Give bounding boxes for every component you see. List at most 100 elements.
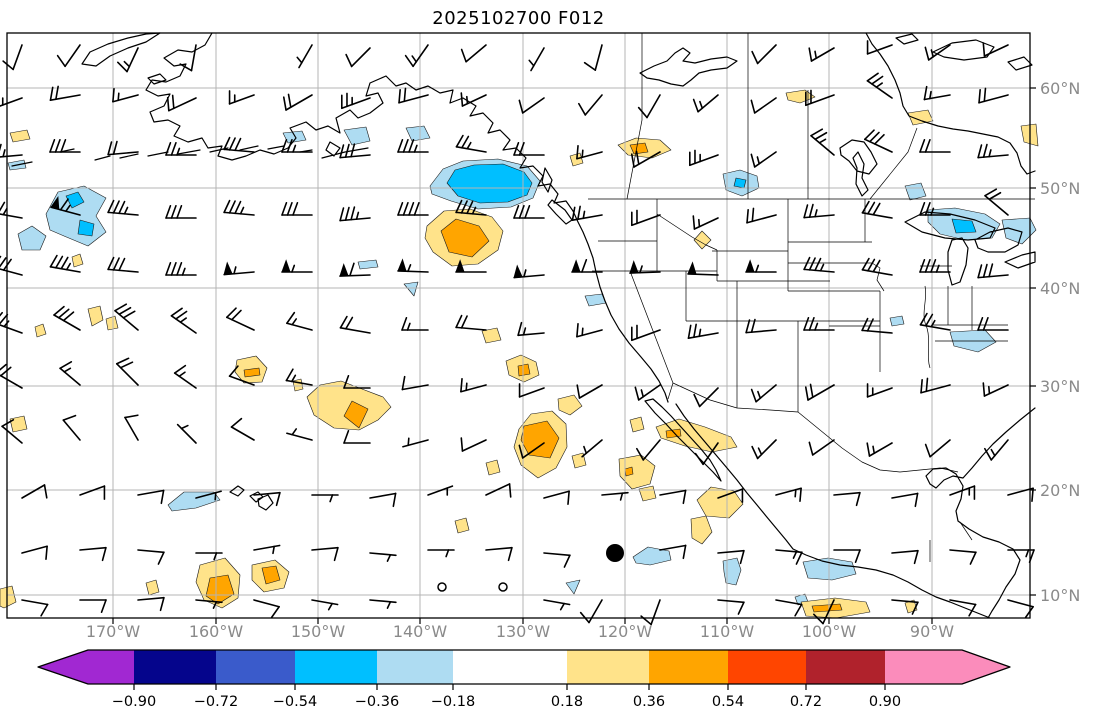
shaded-region-or xyxy=(343,400,369,429)
barb-full xyxy=(692,215,696,230)
barb-half xyxy=(411,55,418,63)
barb-staff xyxy=(286,432,313,441)
shaded-region-or xyxy=(440,218,490,258)
barb-full xyxy=(873,133,885,145)
map-border xyxy=(6,32,1031,619)
wind-barb xyxy=(659,489,687,505)
barb-full xyxy=(43,484,48,499)
shaded-region-lb xyxy=(343,126,371,146)
barb-staff xyxy=(811,439,835,456)
barb-full xyxy=(872,259,881,273)
y-tick-label: 30°N xyxy=(1040,377,1080,396)
barb-staff xyxy=(977,154,1009,159)
barb-half xyxy=(296,56,303,64)
barb-staff xyxy=(746,214,777,224)
barb-full xyxy=(866,442,871,457)
wind-barb xyxy=(311,599,339,611)
barb-half xyxy=(466,95,469,105)
barb-half xyxy=(755,264,760,273)
barb-full xyxy=(799,487,802,503)
barb-half xyxy=(792,550,798,559)
barb-half xyxy=(239,206,245,215)
barb-half xyxy=(2,207,8,216)
wind-barb xyxy=(924,44,951,61)
barb-full xyxy=(292,201,299,216)
shaded-region-or xyxy=(243,367,261,378)
colorbar-segment xyxy=(649,650,728,684)
barb-half xyxy=(65,204,71,213)
great-slave-lake xyxy=(639,47,738,87)
x-tick-label: 90°W xyxy=(910,622,954,641)
great-lakes xyxy=(904,211,1036,286)
wind-barb xyxy=(228,90,255,105)
barb-full xyxy=(54,138,61,153)
barb-full xyxy=(460,48,467,63)
pacific-islands xyxy=(229,167,573,511)
wind-barb xyxy=(339,143,371,159)
barb-staff xyxy=(461,94,487,107)
barb-full xyxy=(228,137,236,151)
colorbar-tick-label: 0.90 xyxy=(869,694,901,710)
barb-staff xyxy=(756,439,777,460)
barb-full xyxy=(913,549,919,565)
barb-staff xyxy=(62,419,81,441)
barb-full xyxy=(518,141,525,156)
barb-half xyxy=(988,385,991,395)
barb-full xyxy=(524,204,531,219)
barb-full xyxy=(507,546,513,562)
barb-full xyxy=(45,545,48,561)
wind-barb xyxy=(813,599,835,625)
barb-full xyxy=(350,143,356,158)
barb-half xyxy=(212,600,218,609)
wind-barb xyxy=(253,491,281,507)
wind-barb xyxy=(891,492,919,508)
barb-half xyxy=(413,144,418,153)
wind-barb xyxy=(717,488,744,503)
barb-staff xyxy=(223,211,255,216)
wind-barb xyxy=(460,92,487,107)
colorbar-segment xyxy=(38,650,134,684)
barb-full xyxy=(577,102,587,116)
barb-staff xyxy=(949,549,977,554)
barb-staff xyxy=(460,384,487,393)
wind-barb xyxy=(137,549,165,565)
x-tick-label: 110°W xyxy=(700,622,755,641)
wind-barb xyxy=(949,549,977,565)
wind-barb xyxy=(982,42,1009,57)
barb-full xyxy=(745,319,751,334)
wind-barb xyxy=(919,312,951,331)
x-tick-label: 120°W xyxy=(598,622,653,641)
shaded-region-lb xyxy=(405,125,431,142)
wind-barb xyxy=(631,324,661,342)
barb-staff xyxy=(79,546,107,551)
barb-half xyxy=(292,144,297,153)
wind-barb xyxy=(0,97,23,107)
wind-barb xyxy=(79,485,106,500)
barb-full xyxy=(349,262,355,277)
barb-full xyxy=(176,204,183,219)
barb-full xyxy=(59,198,69,211)
wind-barb xyxy=(949,485,976,500)
wind-barb xyxy=(0,201,23,219)
barb-full xyxy=(814,257,822,272)
wind-barb xyxy=(803,316,835,331)
barb-full xyxy=(803,256,811,271)
barb-full xyxy=(118,257,126,272)
barb-half xyxy=(176,147,181,156)
barb-staff xyxy=(977,274,1009,279)
wind-barb xyxy=(808,47,835,62)
shaded-region-lb xyxy=(632,546,672,566)
barb-half xyxy=(819,263,825,272)
wind-barb xyxy=(49,85,81,102)
barb-staff xyxy=(543,599,571,606)
barb-staff xyxy=(756,44,777,65)
wind-barb xyxy=(745,318,777,334)
barb-full xyxy=(518,444,524,459)
barb-full xyxy=(576,144,579,160)
barb-staff xyxy=(576,329,603,338)
barb-full xyxy=(581,258,588,273)
barb-staff xyxy=(49,265,81,273)
y-tick-label: 10°N xyxy=(1040,586,1080,605)
barb-full xyxy=(813,613,824,625)
